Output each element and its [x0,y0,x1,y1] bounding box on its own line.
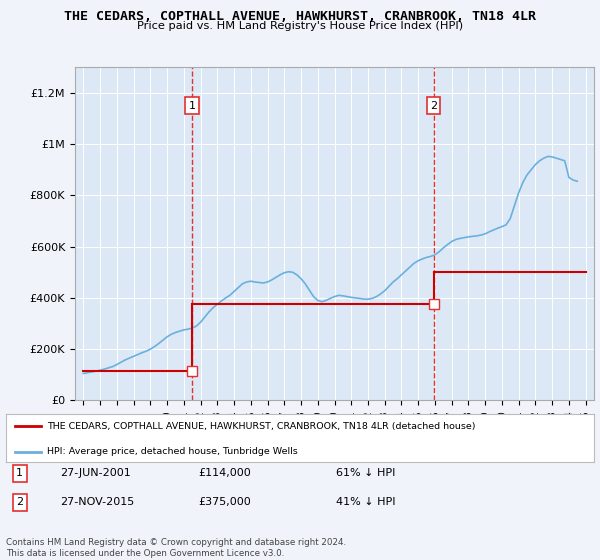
Text: 41% ↓ HPI: 41% ↓ HPI [336,497,395,507]
Text: 2: 2 [16,497,23,507]
Text: £375,000: £375,000 [198,497,251,507]
Text: 2: 2 [430,101,437,111]
Text: 27-NOV-2015: 27-NOV-2015 [60,497,134,507]
Text: 1: 1 [16,468,23,478]
Text: THE CEDARS, COPTHALL AVENUE, HAWKHURST, CRANBROOK, TN18 4LR: THE CEDARS, COPTHALL AVENUE, HAWKHURST, … [64,10,536,23]
Text: HPI: Average price, detached house, Tunbridge Wells: HPI: Average price, detached house, Tunb… [47,447,298,456]
Text: 1: 1 [188,101,196,111]
Text: THE CEDARS, COPTHALL AVENUE, HAWKHURST, CRANBROOK, TN18 4LR (detached house): THE CEDARS, COPTHALL AVENUE, HAWKHURST, … [47,422,476,431]
Text: Contains HM Land Registry data © Crown copyright and database right 2024.
This d: Contains HM Land Registry data © Crown c… [6,538,346,558]
Text: 27-JUN-2001: 27-JUN-2001 [60,468,131,478]
Text: 61% ↓ HPI: 61% ↓ HPI [336,468,395,478]
Text: £114,000: £114,000 [198,468,251,478]
Text: Price paid vs. HM Land Registry's House Price Index (HPI): Price paid vs. HM Land Registry's House … [137,21,463,31]
